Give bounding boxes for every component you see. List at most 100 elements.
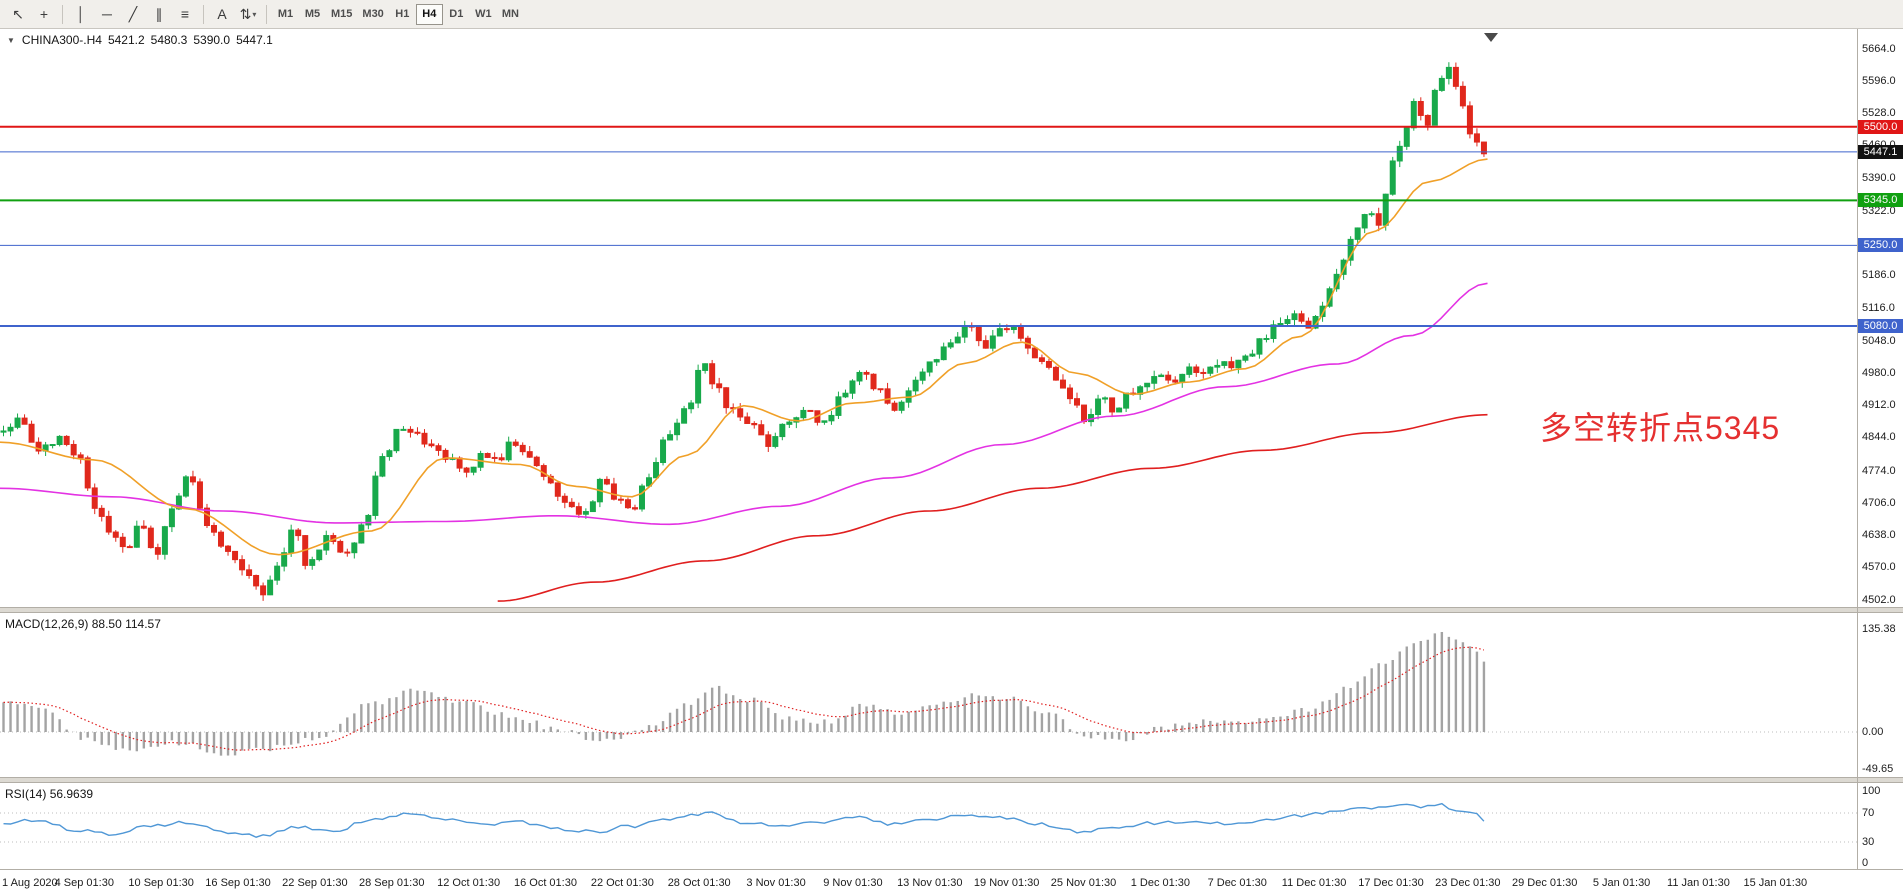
macd-axis-label: 135.38 [1862,623,1896,636]
ohlc-low: 5390.0 [193,33,231,47]
macd-signal-line [3,646,1485,751]
rsi-axis-label: 100 [1862,784,1881,797]
chart-annotation: 多空转折点5345 [1540,410,1781,446]
timeframe-h1[interactable]: H1 [395,8,410,20]
macd-axis-label: -49.65 [1862,762,1894,775]
fibonacci-icon: ≡ [180,6,190,22]
vertical-line-tool-button[interactable]: │ [68,3,94,26]
text-icon: A [217,6,227,22]
time-axis-label: 4 Sep 01:30 [54,877,114,889]
price-axis-label: 5390.0 [1862,172,1896,185]
time-axis-label: 12 Oct 01:30 [437,877,501,889]
price-axis-label: 4706.0 [1862,496,1896,509]
price-axis-label: 5596.0 [1862,74,1896,87]
candlestick-series [0,62,1487,601]
trendline-tool-button[interactable]: ╱ [120,3,146,26]
pointer-icon: ↖ [12,5,24,22]
time-axis-label: 1 Dec 01:30 [1130,877,1191,889]
price-tag-5080.0: 5080.0 [1858,319,1903,334]
price-tag-5345.0: 5345.0 [1858,193,1903,208]
time-axis-label: 29 Dec 01:30 [1511,877,1578,889]
toolbar-separator [62,4,63,24]
price-axis-label: 4638.0 [1862,529,1896,542]
ohlc-open: 5421.2 [107,33,145,47]
time-axis-label: 13 Nov 01:30 [897,877,963,889]
ma-mid-line [0,282,1488,526]
time-axis-label: 5 Jan 01:30 [1592,877,1651,889]
timeframe-mn[interactable]: MN [501,8,519,20]
macd-name: MACD(12,26,9) [5,617,89,631]
macd-values: 88.50 114.57 [91,617,161,631]
price-tag-5447.1: 5447.1 [1858,144,1903,159]
rsi-axis-label: 70 [1862,806,1875,819]
horizontal-lines [0,125,1857,328]
chart-shift-marker-icon[interactable] [1484,33,1498,42]
panel-separator[interactable] [0,607,1903,613]
price-axis-label: 4980.0 [1862,366,1896,379]
channel-icon: ∥ [155,5,163,22]
time-axis-label: 16 Oct 01:30 [513,877,577,889]
price-tag-5500.0: 5500.0 [1858,119,1903,134]
horizontal-line-tool-button[interactable]: ─ [94,3,120,26]
crosshair-icon: + [39,6,49,22]
toolbar: ↖ + │ ─ ╱ ∥ ≡ A ⇅ ▾ M1 M5 M15 M30 H1 H4 D1 W1 MN [0,0,1903,29]
dropdown-caret-icon: ▾ [252,9,257,19]
channel-tool-button[interactable]: ∥ [146,3,172,26]
rsi-value: 56.9639 [49,787,94,801]
price-axis-label: 4844.0 [1862,431,1896,444]
rsi-name: RSI(14) [5,787,47,801]
time-axis-label: 28 Sep 01:30 [359,877,425,889]
symbol-label: CHINA300-.H4 [21,33,102,47]
timeframe-d1[interactable]: D1 [449,8,464,20]
price-axis-label: 5322.0 [1862,204,1896,217]
price-axis-label: 4502.0 [1862,593,1896,606]
rsi-line [3,802,1485,838]
fibonacci-tool-button[interactable]: ≡ [172,3,198,26]
text-tool-button[interactable]: A [209,3,235,26]
price-axis-label: 4570.0 [1862,561,1896,574]
timeframe-m15[interactable]: M15 [331,8,353,20]
macd-axis-label: 0.00 [1862,725,1884,738]
toolbar-tools: ↖ + │ ─ ╱ ∥ ≡ A ⇅ ▾ [5,3,272,26]
time-axis-label: 19 Nov 01:30 [973,877,1040,889]
ohlc-close: 5447.1 [236,33,273,47]
crosshair-tool-button[interactable]: + [31,3,57,26]
time-axis-label: 1 Aug 2020 [2,877,58,889]
ma-fast-line [0,158,1488,556]
time-axis-label: 11 Dec 01:30 [1281,877,1347,889]
macd-histogram [2,632,1486,756]
price-axis-label: 5048.0 [1862,334,1896,347]
timeframe-m5[interactable]: M5 [304,8,321,20]
time-axis-label: 3 Nov 01:30 [746,877,806,889]
timeframe-m30[interactable]: M30 [362,8,384,20]
time-axis-label: 11 Jan 01:30 [1667,877,1730,889]
time-axis-label: 7 Dec 01:30 [1207,877,1267,889]
timeframe-w1[interactable]: W1 [475,8,492,20]
arrows-icon: ⇅ [239,5,252,22]
timeframe-h4[interactable]: H4 [415,3,443,25]
timeframe-buttons: M1 M5 M15 M30 H1 H4 D1 W1 MN [272,3,524,25]
arrows-tool-button[interactable]: ⇅ ▾ [235,3,261,26]
pointer-tool-button[interactable]: ↖ [5,3,31,26]
price-tag-5250.0: 5250.0 [1858,238,1903,253]
time-axis-label: 28 Oct 01:30 [667,877,731,889]
time-axis-label: 22 Oct 01:30 [590,877,654,889]
price-axis-label: 5664.0 [1862,42,1896,55]
macd-indicator-label: MACD(12,26,9) 88.50 114.57 [5,617,161,631]
horizontal-line-icon: ─ [102,6,112,22]
time-axis-label: 16 Sep 01:30 [205,877,271,889]
time-axis-label: 9 Nov 01:30 [823,877,883,889]
ohlc-high: 5480.3 [150,33,188,47]
symbol-triangle-icon: ▼ [7,35,15,45]
timeframe-m1[interactable]: M1 [277,8,294,20]
rsi-axis-label: 30 [1862,835,1875,848]
time-axis-label: 15 Jan 01:30 [1743,877,1808,889]
time-axis-label: 22 Sep 01:30 [282,877,348,889]
rsi-indicator-label: RSI(14) 56.9639 [5,787,93,801]
price-axis-label: 5528.0 [1862,107,1896,119]
price-axis-label: 5186.0 [1862,269,1896,282]
panel-separator[interactable] [0,777,1903,783]
chart-header: ▼ CHINA300-.H4 5421.2 5480.3 5390.0 5447… [7,33,273,47]
